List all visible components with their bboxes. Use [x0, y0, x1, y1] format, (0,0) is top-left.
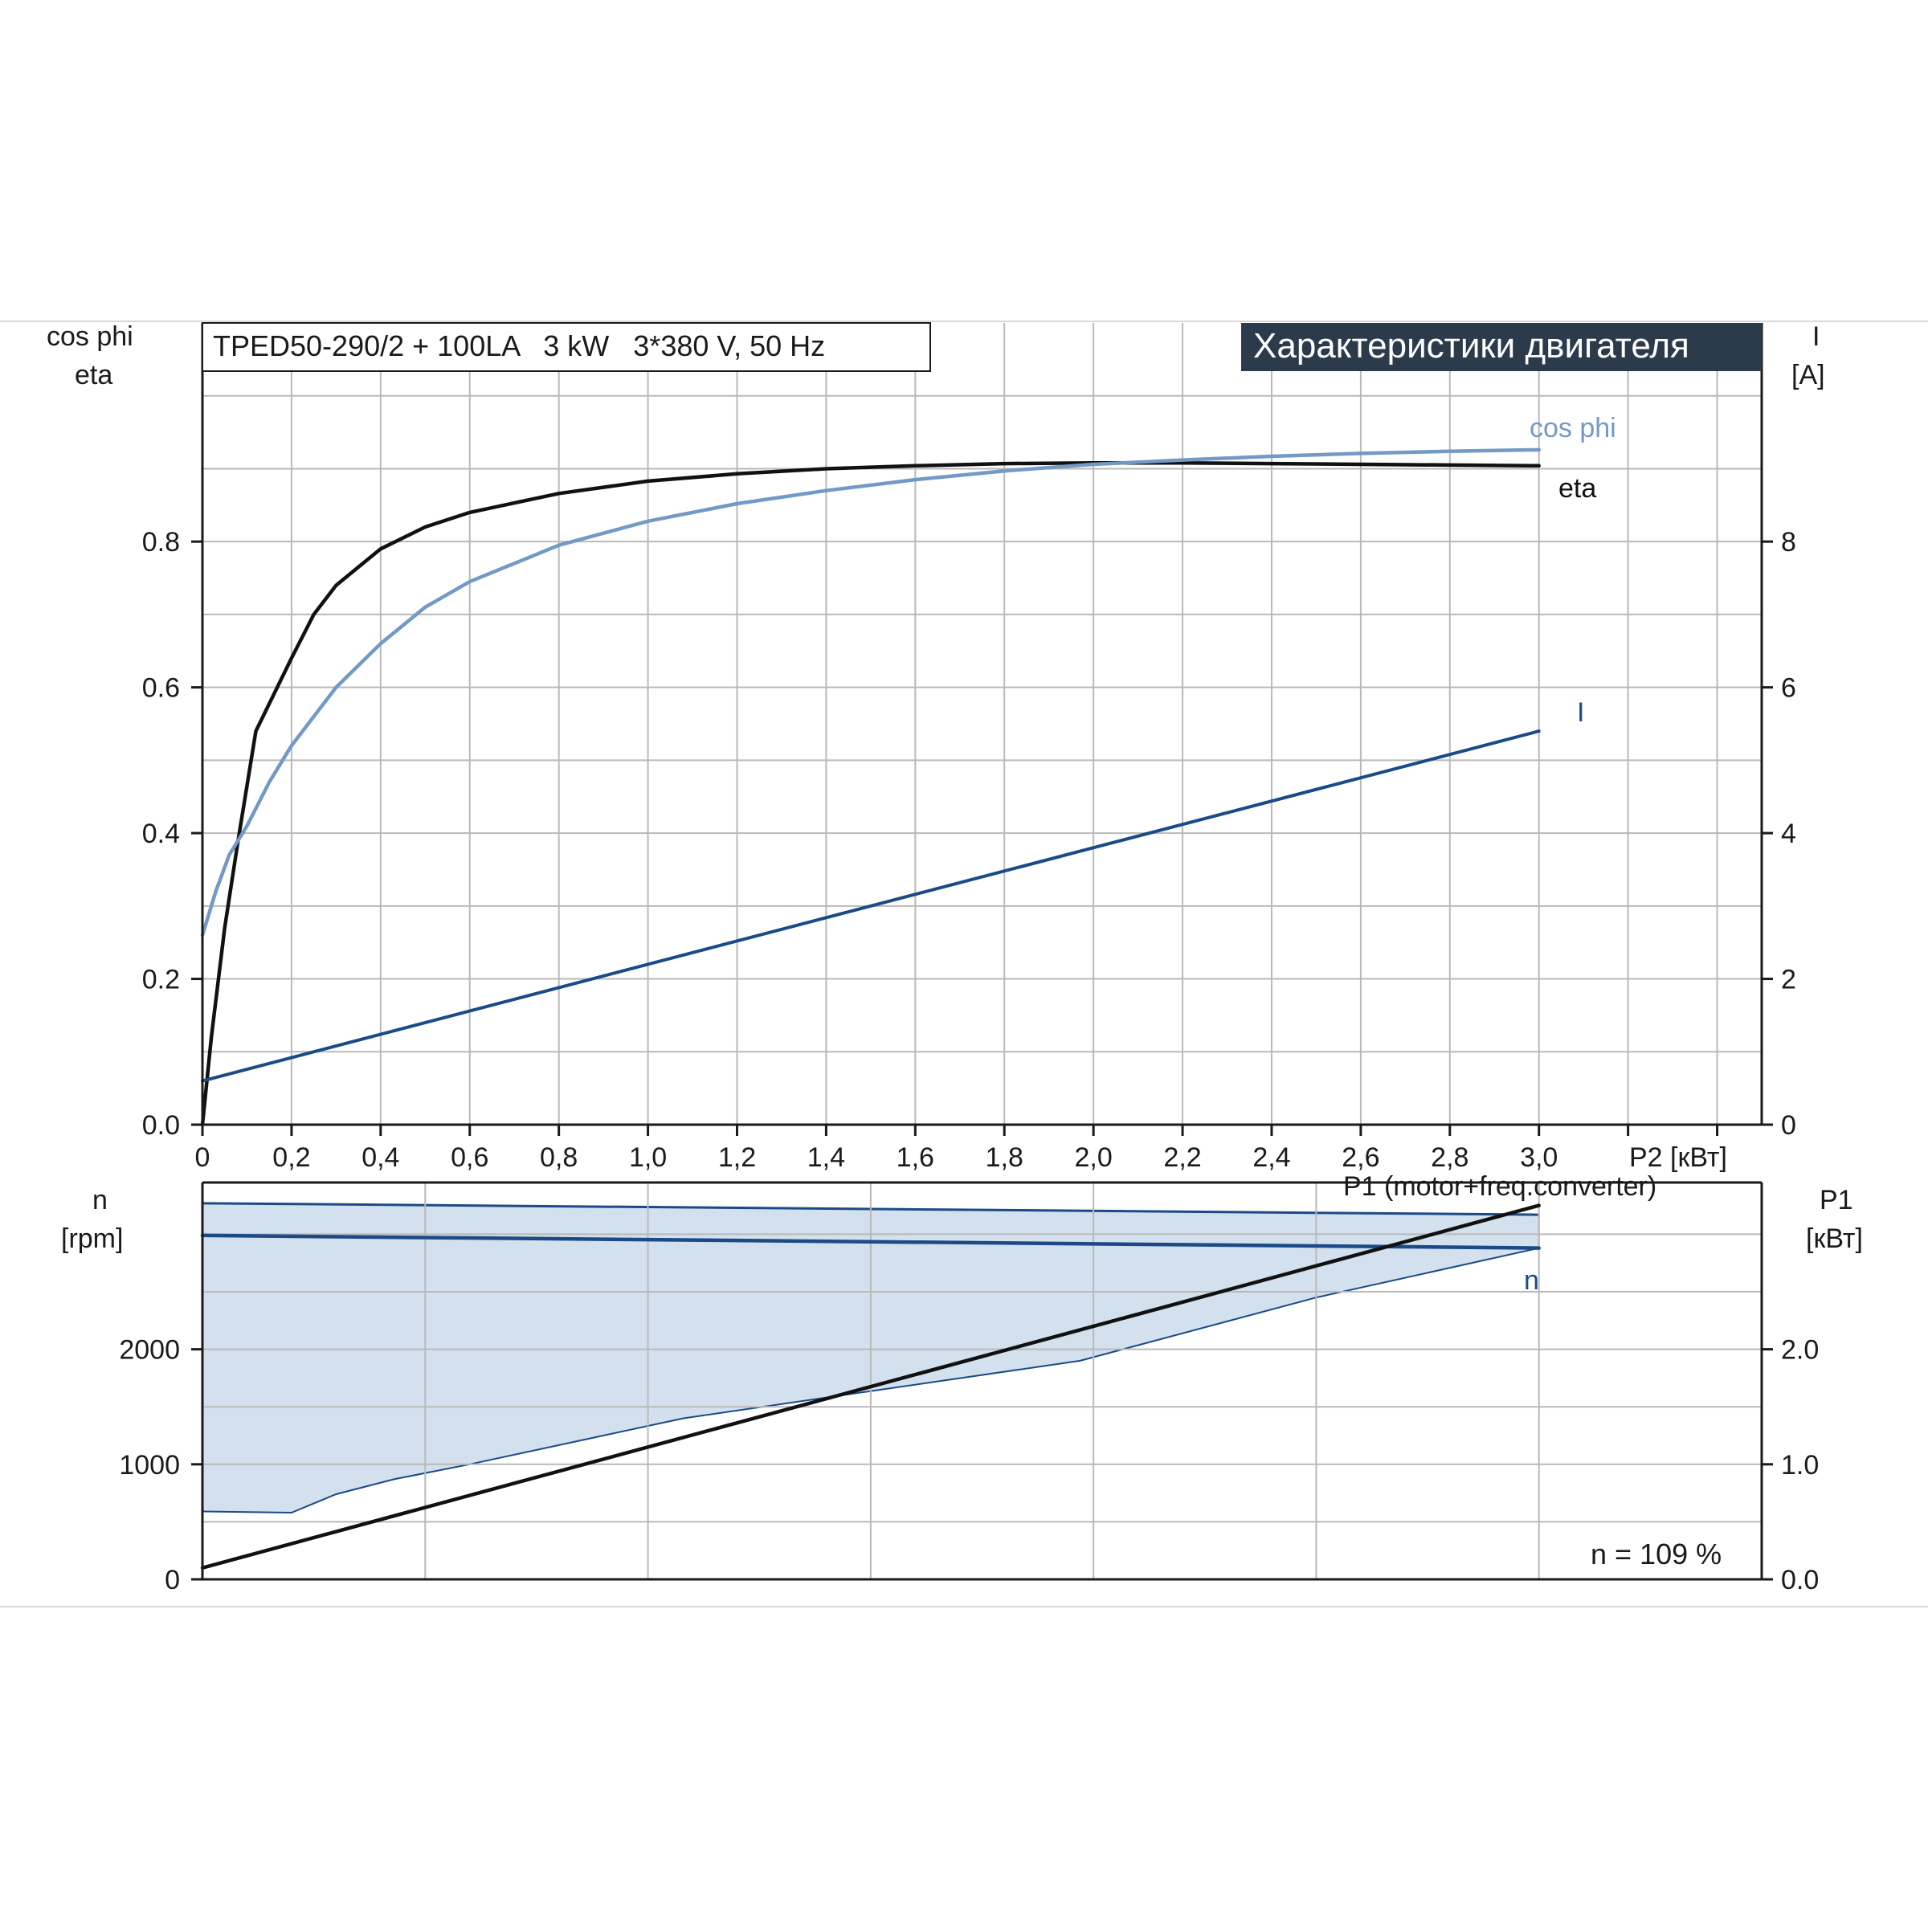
series-line-eta — [200, 460, 1541, 1127]
series-line-cos-phi — [200, 447, 1541, 937]
top-x-tick-label: 1,6 — [897, 1142, 934, 1173]
top-x-tick-label: 0 — [195, 1142, 210, 1173]
model-label-box — [202, 322, 931, 372]
series-label-cosphi: cos phi — [1530, 413, 1616, 443]
series-line-p1-motor-freq-converter — [200, 1203, 1541, 1570]
bottom-right-axis-label-P1: P1 — [1820, 1185, 1853, 1215]
top-left-tick-label: 0.2 — [142, 965, 180, 995]
top-plot-grid — [202, 323, 1762, 1125]
top-x-tick-label: 1,2 — [718, 1142, 756, 1173]
bottom-left-axis-label-rpm: [rpm] — [61, 1223, 123, 1254]
top-x-tick-label: 1,0 — [629, 1142, 667, 1173]
top-left-tick-label: 0.6 — [142, 673, 180, 704]
series-label-P1: P1 (motor+freq.converter) — [1343, 1171, 1656, 1202]
top-x-tick-label: 0,8 — [540, 1142, 578, 1173]
top-right-tick-label: 6 — [1781, 673, 1796, 704]
series-label-eta: eta — [1558, 473, 1596, 504]
right-axis-label-A: [A] — [1791, 360, 1825, 390]
bottom-left-tick-label: 1000 — [119, 1450, 180, 1481]
bottom-right-tick-label: 2.0 — [1781, 1335, 1819, 1366]
header-badge — [1241, 323, 1762, 371]
series-line-n — [200, 1233, 1541, 1250]
top-x-tick-label: 2,6 — [1342, 1142, 1379, 1173]
x-axis-label: P2 [кВт] — [1629, 1142, 1727, 1173]
top-x-tick-label: 2,0 — [1075, 1142, 1113, 1173]
top-x-tick-label: 1,8 — [986, 1142, 1023, 1173]
top-right-tick-label: 4 — [1781, 819, 1796, 849]
bottom-plot-axes: 0 1000 2000 0.0 1.0 2.0 — [119, 1181, 1819, 1595]
bottom-plot-grid — [202, 1182, 1762, 1579]
top-right-tick-label: 8 — [1781, 527, 1796, 558]
bottom-left-tick-label: 2000 — [119, 1335, 180, 1366]
top-x-tick-label: 1,4 — [807, 1142, 845, 1173]
top-right-tick-label: 2 — [1781, 965, 1796, 995]
annotation-n-percent: n = 109 % — [1591, 1538, 1722, 1571]
bottom-right-tick-label: 1.0 — [1781, 1450, 1819, 1481]
right-axis-label-I: I — [1812, 321, 1820, 352]
header-title: Характеристики двигателя — [1253, 326, 1689, 366]
bottom-plot-series — [200, 1203, 1541, 1570]
bottom-right-axis-label-kw: [кВт] — [1806, 1223, 1863, 1254]
series-label-n: n — [1524, 1265, 1539, 1296]
top-x-tick-label: 0,6 — [451, 1142, 488, 1173]
top-x-tick-label: 0,4 — [362, 1142, 399, 1173]
top-x-tick-label: 2,4 — [1252, 1142, 1290, 1173]
left-axis-label-eta: eta — [75, 360, 112, 390]
bottom-right-tick-label: 0.0 — [1781, 1565, 1819, 1595]
top-x-tick-label: 2,8 — [1431, 1142, 1468, 1173]
top-left-tick-label: 0.0 — [142, 1110, 180, 1141]
top-x-tick-label: 2,2 — [1163, 1142, 1201, 1173]
top-plot-axes: 0.0 0.2 0.4 0.6 0.8 0 2 4 6 8 0 0,2 0,4 0,6 0,8 1,0 1,2 1… — [142, 323, 1796, 1173]
left-axis-label-cosphi: cos phi — [47, 321, 133, 352]
bottom-left-axis-label-n: n — [92, 1185, 108, 1215]
top-right-tick-label: 0 — [1781, 1110, 1796, 1141]
bottom-left-tick-label: 0 — [165, 1565, 180, 1595]
top-x-tick-label: 0,2 — [272, 1142, 310, 1173]
series-label-I: I — [1577, 697, 1584, 728]
top-x-tick-label: 3,0 — [1520, 1142, 1558, 1173]
top-plot-series — [200, 447, 1541, 1127]
top-left-tick-label: 0.8 — [142, 527, 180, 558]
series-line-i — [201, 729, 1541, 1083]
top-left-tick-label: 0.4 — [142, 819, 180, 849]
model-label: TPED50-290/2 + 100LA 3 kW 3*380 V, 50 Hz — [213, 329, 825, 362]
